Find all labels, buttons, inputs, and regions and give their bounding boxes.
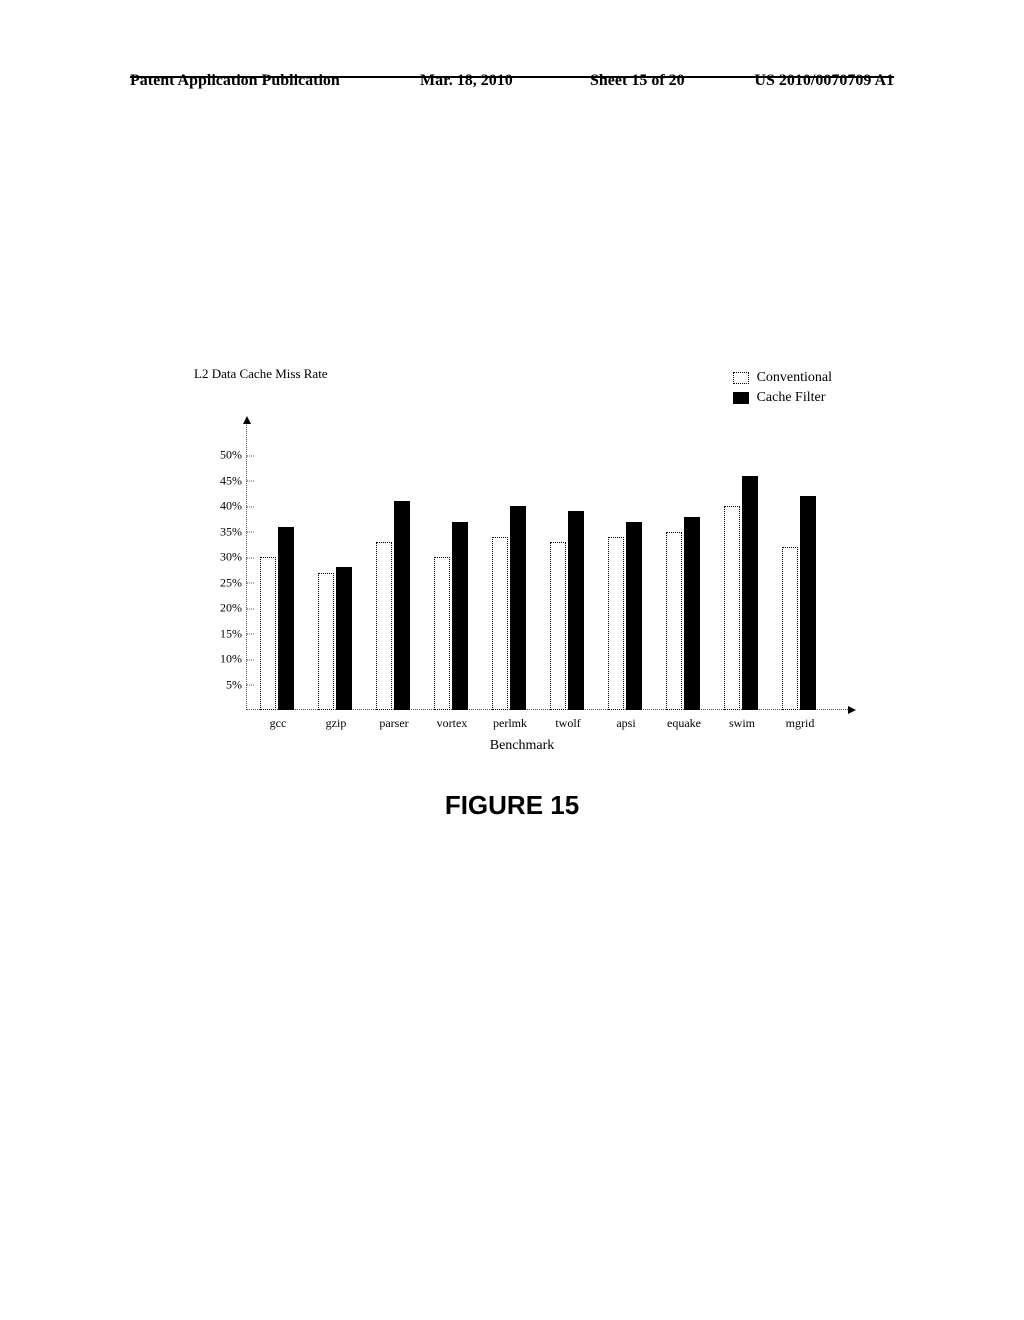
header-sheet: Sheet 15 of 20: [590, 72, 685, 90]
bar-cache-filter: [452, 522, 468, 710]
category-label: vortex: [437, 716, 468, 731]
bar-cache-filter: [394, 501, 410, 710]
category-label: twolf: [555, 716, 580, 731]
category-label: gzip: [326, 716, 347, 731]
page: Patent Application Publication Mar. 18, …: [0, 0, 1024, 1320]
figure: L2 Data Cache Miss Rate Conventional Cac…: [182, 380, 842, 754]
y-tick: 5%: [202, 677, 242, 692]
y-tick: 40%: [202, 499, 242, 514]
header-pub-number: US 2010/0070709 A1: [754, 72, 894, 90]
bars-area: gccgzipparservortexperlmktwolfapsiequake…: [246, 430, 842, 710]
category-label: gcc: [270, 716, 287, 731]
bar-conventional: [724, 506, 740, 710]
y-tick: 50%: [202, 448, 242, 463]
y-tick: 25%: [202, 575, 242, 590]
bar-conventional: [376, 542, 392, 710]
bar-conventional: [782, 547, 798, 710]
legend-swatch-cache-filter: [733, 392, 749, 404]
header-date: Mar. 18, 2010: [420, 72, 513, 90]
category-label: perlmk: [493, 716, 527, 731]
category-label: equake: [667, 716, 701, 731]
category-label: swim: [729, 716, 755, 731]
y-tick: 45%: [202, 473, 242, 488]
legend-label-cache-filter: Cache Filter: [757, 390, 826, 406]
y-tick: 30%: [202, 550, 242, 565]
legend-item-cache-filter: Cache Filter: [733, 388, 832, 408]
legend-swatch-conventional: [733, 372, 749, 384]
bar-conventional: [608, 537, 624, 710]
bar-cache-filter: [278, 527, 294, 710]
bar-cache-filter: [568, 511, 584, 710]
x-axis-arrow-icon: [848, 706, 856, 714]
bar-conventional: [260, 557, 276, 710]
bar-conventional: [550, 542, 566, 710]
legend-label-conventional: Conventional: [757, 370, 832, 386]
y-axis-arrow-icon: [243, 416, 251, 424]
figure-caption: FIGURE 15: [0, 790, 1024, 821]
header-publication-type: Patent Application Publication: [130, 72, 340, 90]
category-label: parser: [379, 716, 408, 731]
bar-cache-filter: [510, 506, 526, 710]
bar-conventional: [492, 537, 508, 710]
bar-cache-filter: [800, 496, 816, 710]
page-header: Patent Application Publication Mar. 18, …: [130, 72, 894, 78]
bar-cache-filter: [684, 517, 700, 710]
y-tick: 20%: [202, 601, 242, 616]
bar-conventional: [318, 573, 334, 710]
plot-area: gccgzipparservortexperlmktwolfapsiequake…: [202, 430, 842, 710]
category-label: mgrid: [786, 716, 815, 731]
legend: Conventional Cache Filter: [733, 368, 832, 408]
x-axis-title: Benchmark: [202, 738, 842, 754]
y-tick: 15%: [202, 626, 242, 641]
y-axis-title: L2 Data Cache Miss Rate: [194, 366, 328, 382]
y-tick: 35%: [202, 524, 242, 539]
legend-item-conventional: Conventional: [733, 368, 832, 388]
bar-conventional: [666, 532, 682, 710]
bar-conventional: [434, 557, 450, 710]
y-tick: 10%: [202, 652, 242, 667]
bar-cache-filter: [626, 522, 642, 710]
category-label: apsi: [616, 716, 635, 731]
bar-cache-filter: [336, 567, 352, 710]
bar-cache-filter: [742, 476, 758, 710]
